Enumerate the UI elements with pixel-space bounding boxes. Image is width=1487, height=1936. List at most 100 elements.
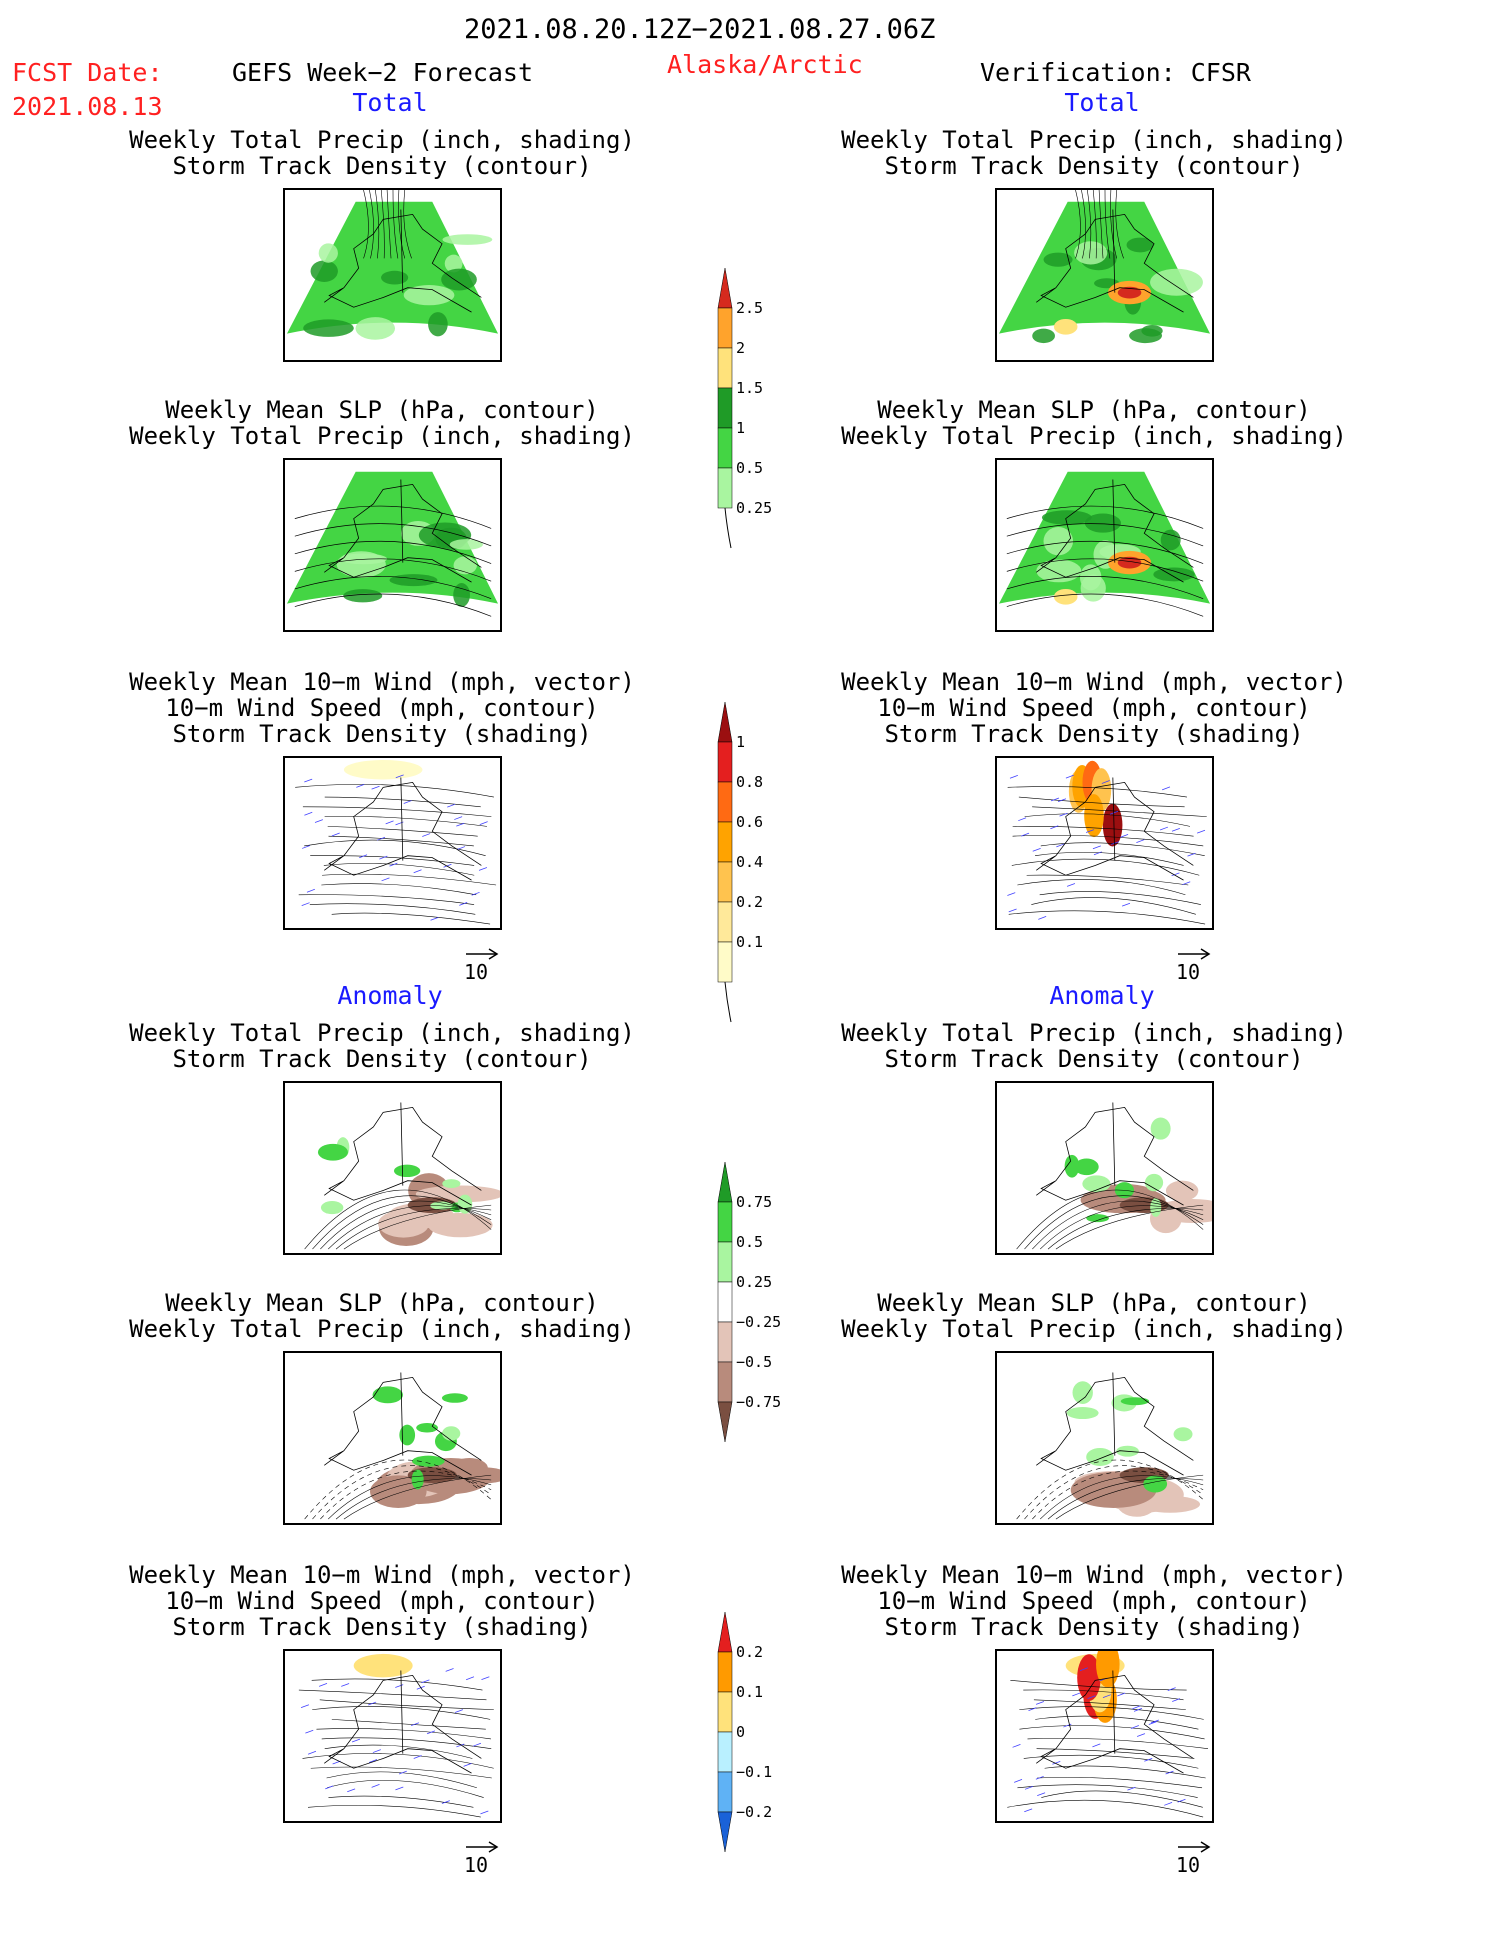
colorbar-tick-label: 0.75 bbox=[736, 1193, 772, 1211]
arrow-right-icon bbox=[466, 1841, 499, 1853]
caption: Storm Track Density (shading) bbox=[172, 720, 592, 748]
colorbar-storm-total: 1 0.8 0.6 0.4 0.2 0.1 bbox=[717, 701, 798, 1026]
colorbar-segment bbox=[717, 267, 733, 309]
colorbar-tick-label: 0.6 bbox=[736, 813, 763, 831]
colorbar-tick-label: 1.5 bbox=[736, 379, 763, 397]
vector-reference-value: 10 bbox=[1176, 960, 1201, 984]
map-anomaly-slp-verification bbox=[995, 1351, 1214, 1525]
caption: 10−m Wind Speed (mph, contour) bbox=[165, 1587, 599, 1615]
caption: Weekly Total Precip (inch, shading) bbox=[841, 1315, 1347, 1343]
arrow-right-icon bbox=[1178, 1841, 1211, 1853]
map-anomaly-precip-forecast bbox=[283, 1081, 502, 1255]
colorbar-tick-label: −0.1 bbox=[736, 1763, 772, 1781]
colorbar-precip-total: 2.5 2 1.5 1 0.5 0.25 bbox=[717, 267, 798, 592]
caption: 10−m Wind Speed (mph, contour) bbox=[165, 694, 599, 722]
caption: Weekly Mean 10−m Wind (mph, vector) bbox=[129, 1561, 635, 1589]
colorbar-segment bbox=[717, 467, 733, 509]
colorbar-tick-label: 0 bbox=[736, 1723, 745, 1741]
caption: Storm Track Density (contour) bbox=[172, 152, 592, 180]
caption: Storm Track Density (contour) bbox=[884, 1045, 1304, 1073]
colorbar-tick-label: −0.5 bbox=[736, 1353, 772, 1371]
section-anomaly-left: Anomaly bbox=[337, 981, 443, 1010]
colorbar-storm-anomaly: 0.2 0.1 0 −0.1 −0.2 bbox=[717, 1611, 798, 1936]
caption: Weekly Mean 10−m Wind (mph, vector) bbox=[841, 1561, 1347, 1589]
colorbar-tick-label: −0.25 bbox=[736, 1313, 781, 1331]
colorbar-tick-label: 0.2 bbox=[736, 893, 763, 911]
colorbar-segment bbox=[717, 1651, 733, 1693]
vector-reference-value: 10 bbox=[464, 960, 489, 984]
caption: Weekly Mean 10−m Wind (mph, vector) bbox=[129, 668, 635, 696]
vector-reference: 10 bbox=[1176, 1841, 1212, 1877]
colorbar-tick-label: 0.25 bbox=[736, 1273, 772, 1291]
colorbar-segment bbox=[717, 1731, 733, 1773]
arrow-right-icon bbox=[1178, 948, 1211, 960]
fcst-date-value: 2021.08.13 bbox=[12, 92, 163, 121]
period-title: 2021.08.20.12Z−2021.08.27.06Z bbox=[464, 14, 936, 45]
colorbar-segment bbox=[717, 1771, 733, 1813]
colorbar-segment bbox=[717, 1161, 733, 1203]
caption: Weekly Mean SLP (hPa, contour) bbox=[165, 396, 599, 424]
colorbar-tick-label: 0.8 bbox=[736, 773, 763, 791]
caption: 10−m Wind Speed (mph, contour) bbox=[877, 1587, 1311, 1615]
map-total-slp-forecast bbox=[283, 458, 502, 632]
vector-reference: 10 bbox=[464, 948, 500, 984]
colorbar-segment bbox=[717, 701, 733, 743]
colorbar-segment bbox=[717, 781, 733, 823]
caption: Weekly Total Precip (inch, shading) bbox=[129, 126, 635, 154]
verification-label: Verification: CFSR bbox=[980, 58, 1251, 87]
colorbar-tick-label: 0.1 bbox=[736, 1683, 763, 1701]
colorbar-tick-label: 0.4 bbox=[736, 853, 763, 871]
colorbar-segment bbox=[717, 1201, 733, 1243]
caption: Weekly Mean SLP (hPa, contour) bbox=[165, 1289, 599, 1317]
caption: 10−m Wind Speed (mph, contour) bbox=[877, 694, 1311, 722]
colorbar-tick-label: −0.2 bbox=[736, 1803, 772, 1821]
colorbar-segment bbox=[717, 901, 733, 943]
vector-reference-value: 10 bbox=[464, 1853, 489, 1877]
map-total-wind-forecast bbox=[283, 756, 502, 930]
map-total-slp-verification bbox=[995, 458, 1214, 632]
colorbar-tick-label: 0.5 bbox=[736, 1233, 763, 1251]
colorbar-tick-label: 0.1 bbox=[736, 933, 763, 951]
colorbar-segment bbox=[717, 1361, 733, 1403]
colorbar-segment bbox=[717, 941, 733, 983]
colorbar-segment bbox=[717, 861, 733, 903]
caption: Weekly Total Precip (inch, shading) bbox=[841, 126, 1347, 154]
section-total-left: Total bbox=[352, 88, 428, 117]
arrow-right-icon bbox=[466, 948, 499, 960]
colorbar-segment bbox=[717, 1321, 733, 1363]
map-total-precip-forecast bbox=[283, 188, 502, 362]
colorbar-segment bbox=[717, 1401, 733, 1443]
caption: Storm Track Density (shading) bbox=[884, 720, 1304, 748]
caption: Weekly Total Precip (inch, shading) bbox=[129, 422, 635, 450]
map-total-precip-verification bbox=[995, 188, 1214, 362]
section-anomaly-right: Anomaly bbox=[1049, 981, 1155, 1010]
map-anomaly-precip-verification bbox=[995, 1081, 1214, 1255]
colorbar-segment bbox=[717, 821, 733, 863]
region-label: Alaska/Arctic bbox=[667, 50, 863, 79]
caption: Storm Track Density (shading) bbox=[172, 1613, 592, 1641]
caption: Storm Track Density (contour) bbox=[884, 152, 1304, 180]
colorbar-segment bbox=[717, 1241, 733, 1283]
map-anomaly-wind-verification bbox=[995, 1649, 1214, 1823]
vector-reference: 10 bbox=[464, 1841, 500, 1877]
colorbar-tick-label: 0.25 bbox=[736, 499, 772, 517]
vector-reference-value: 10 bbox=[1176, 1853, 1201, 1877]
colorbar-segment bbox=[717, 1691, 733, 1733]
section-total-right: Total bbox=[1064, 88, 1140, 117]
colorbar-segment bbox=[717, 347, 733, 389]
colorbar-segment bbox=[717, 1611, 733, 1653]
caption: Weekly Total Precip (inch, shading) bbox=[129, 1019, 635, 1047]
fcst-date-label: FCST Date: bbox=[12, 58, 163, 87]
colorbar-precip-anomaly: 0.75 0.5 0.25 −0.25 −0.5 −0.75 bbox=[717, 1161, 798, 1486]
colorbar-segment bbox=[717, 1811, 733, 1853]
caption: Weekly Total Precip (inch, shading) bbox=[129, 1315, 635, 1343]
caption: Weekly Mean 10−m Wind (mph, vector) bbox=[841, 668, 1347, 696]
colorbar-tick-label: 0.5 bbox=[736, 459, 763, 477]
vector-reference: 10 bbox=[1176, 948, 1212, 984]
colorbar-tick-label: 1 bbox=[736, 733, 745, 751]
colorbar-segment bbox=[717, 741, 733, 783]
colorbar-tick-label: 2 bbox=[736, 339, 745, 357]
map-total-wind-verification bbox=[995, 756, 1214, 930]
map-anomaly-slp-forecast bbox=[283, 1351, 502, 1525]
colorbar-tick-label: 2.5 bbox=[736, 299, 763, 317]
